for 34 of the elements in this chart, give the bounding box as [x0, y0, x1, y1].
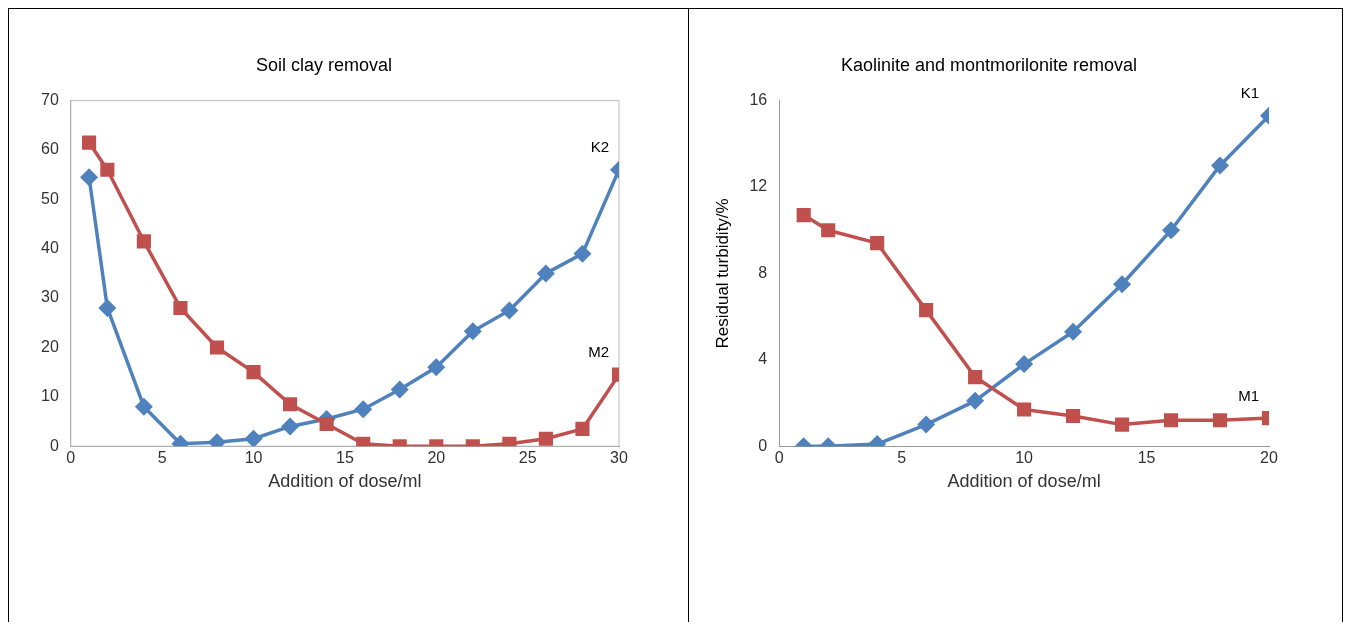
x-axis-title: Addition of dose/ml [947, 471, 1101, 492]
y-tick-label: 10 [41, 387, 59, 405]
chart-title: Kaolinite and montmorilonite removal [840, 54, 1138, 75]
x-tick-label: 10 [1015, 449, 1034, 467]
y-tick-label: 30 [41, 288, 59, 306]
x-tick-label: 15 [1137, 449, 1156, 467]
series-label: K1 [1240, 84, 1259, 102]
x-tick-label: 20 [1260, 449, 1278, 467]
series-label: M2 [588, 343, 609, 361]
x-tick-label: 10 [244, 449, 263, 467]
x-tick-label: 25 [518, 449, 537, 467]
x-tick-label: 15 [336, 449, 354, 467]
y-tick-label: 70 [41, 91, 59, 109]
y-tick-label: 16 [749, 91, 768, 109]
series-label: K2 [590, 138, 609, 156]
x-axis-title: Addition of dose/ml [268, 471, 422, 492]
y-tick-label: 12 [749, 177, 768, 195]
chart-title: Soil clay removal [255, 54, 393, 75]
y-tick-label: 0 [49, 436, 59, 454]
x-tick-label: 5 [897, 449, 907, 467]
y-tick-label: 8 [758, 263, 768, 281]
x-tick-label: 0 [774, 449, 784, 467]
y-tick-label: 40 [41, 239, 59, 257]
y-tick-label: 50 [41, 189, 59, 207]
x-tick-label: 20 [427, 449, 446, 467]
y-tick-label: 20 [41, 337, 59, 355]
y-tick-label: 0 [758, 436, 768, 454]
x-tick-label: 0 [66, 449, 76, 467]
x-tick-label: 30 [610, 449, 628, 467]
y-axis-title: Residual turbidity/% [712, 198, 732, 349]
series-label: M1 [1238, 386, 1259, 404]
y-tick-label: 4 [758, 350, 768, 368]
y-tick-label: 60 [41, 140, 59, 158]
x-tick-label: 5 [157, 449, 167, 467]
